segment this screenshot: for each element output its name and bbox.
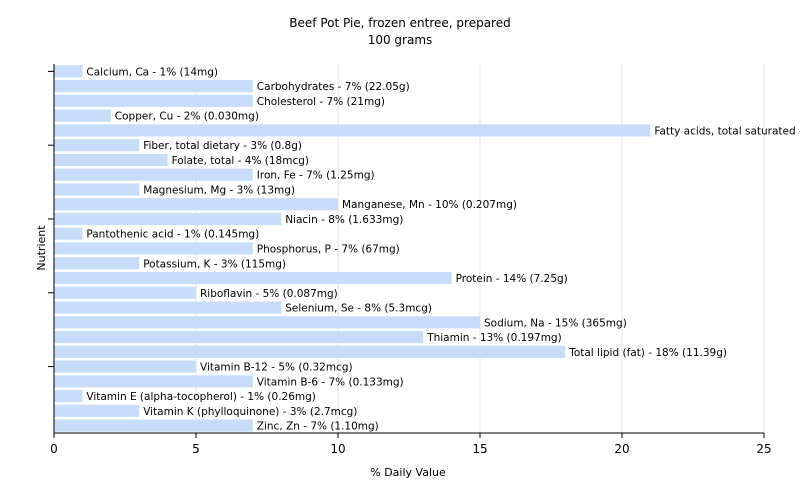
chart-title: Beef Pot Pie, frozen entree, prepared <box>289 16 511 30</box>
bar <box>54 183 140 196</box>
bar-label: Potassium, K - 3% (115mg) <box>143 258 286 270</box>
bar-label: Riboflavin - 5% (0.087mg) <box>200 288 338 300</box>
bar <box>54 404 140 417</box>
bar-label: Fiber, total dietary - 3% (0.8g) <box>143 140 302 152</box>
bar-label: Copper, Cu - 2% (0.030mg) <box>115 111 259 123</box>
bars <box>54 65 651 432</box>
bar <box>54 271 452 285</box>
bar <box>54 227 83 240</box>
bar <box>54 139 140 152</box>
bar <box>54 124 651 137</box>
bar <box>54 242 253 255</box>
bar-label: Folate, total - 4% (18mcg) <box>172 155 309 167</box>
bar-label: Vitamin K (phylloquinone) - 3% (2.7mcg) <box>143 406 357 418</box>
x-tick-label: 0 <box>50 442 58 456</box>
bar <box>54 94 253 107</box>
x-tick-label: 25 <box>756 442 771 456</box>
bar <box>54 168 253 181</box>
bar-label: Vitamin B-6 - 7% (0.133mg) <box>257 376 404 388</box>
bar-label: Protein - 14% (7.25g) <box>456 273 568 285</box>
bar-label: Phosphorus, P - 7% (67mg) <box>257 244 400 256</box>
x-tick-label: 5 <box>192 442 200 456</box>
bar-label: Calcium, Ca - 1% (14mg) <box>86 66 218 78</box>
bar <box>54 301 282 314</box>
bar-label: Carbohydrates - 7% (22.05g) <box>257 81 410 93</box>
bar <box>54 390 83 403</box>
bar-label: Magnesium, Mg - 3% (13mg) <box>143 184 295 196</box>
chart-subtitle: 100 grams <box>367 33 433 47</box>
axes: 0 5 10 15 20 25 <box>48 64 772 456</box>
y-axis-title: Nutrient <box>35 225 48 271</box>
bar <box>54 80 253 93</box>
bar <box>54 198 338 211</box>
bar-label: Vitamin E (alpha-tocopherol) - 1% (0.26m… <box>86 391 316 403</box>
bar-label: Thiamin - 13% (0.197mg) <box>426 332 562 344</box>
bar <box>54 286 196 299</box>
x-tick-label: 10 <box>330 442 345 456</box>
bar-label: Iron, Fe - 7% (1.25mg) <box>257 170 375 182</box>
bar <box>54 109 111 122</box>
x-axis-title: % Daily Value <box>370 466 446 479</box>
bar <box>54 331 424 344</box>
bar-label: Pantothenic acid - 1% (0.145mg) <box>86 229 259 241</box>
bar-label: Niacin - 8% (1.633mg) <box>285 214 403 226</box>
bar-labels: Calcium, Ca - 1% (14mg) Carbohydrates - 7… <box>86 66 800 432</box>
bar <box>54 360 196 373</box>
bar <box>54 345 566 358</box>
bar-label: Manganese, Mn - 10% (0.207mg) <box>342 199 517 211</box>
bar <box>54 316 480 329</box>
bar <box>54 153 168 166</box>
bar-label: Cholesterol - 7% (21mg) <box>257 96 385 108</box>
bar <box>54 375 253 388</box>
bar <box>54 65 83 78</box>
x-tick-label: 15 <box>472 442 487 456</box>
bar <box>54 419 253 432</box>
bar-label: Total lipid (fat) - 18% (11.39g) <box>568 347 727 359</box>
bar-label: Selenium, Se - 8% (5.3mcg) <box>285 303 432 315</box>
x-tick-label: 20 <box>614 442 629 456</box>
bar-label: Fatty acids, total saturated - 21% (4.14… <box>654 125 800 137</box>
bar-label: Sodium, Na - 15% (365mg) <box>484 317 627 329</box>
bar <box>54 257 140 270</box>
bar-label: Vitamin B-12 - 5% (0.32mcg) <box>200 362 353 374</box>
bar <box>54 212 282 226</box>
bar-label: Zinc, Zn - 7% (1.10mg) <box>257 421 379 433</box>
